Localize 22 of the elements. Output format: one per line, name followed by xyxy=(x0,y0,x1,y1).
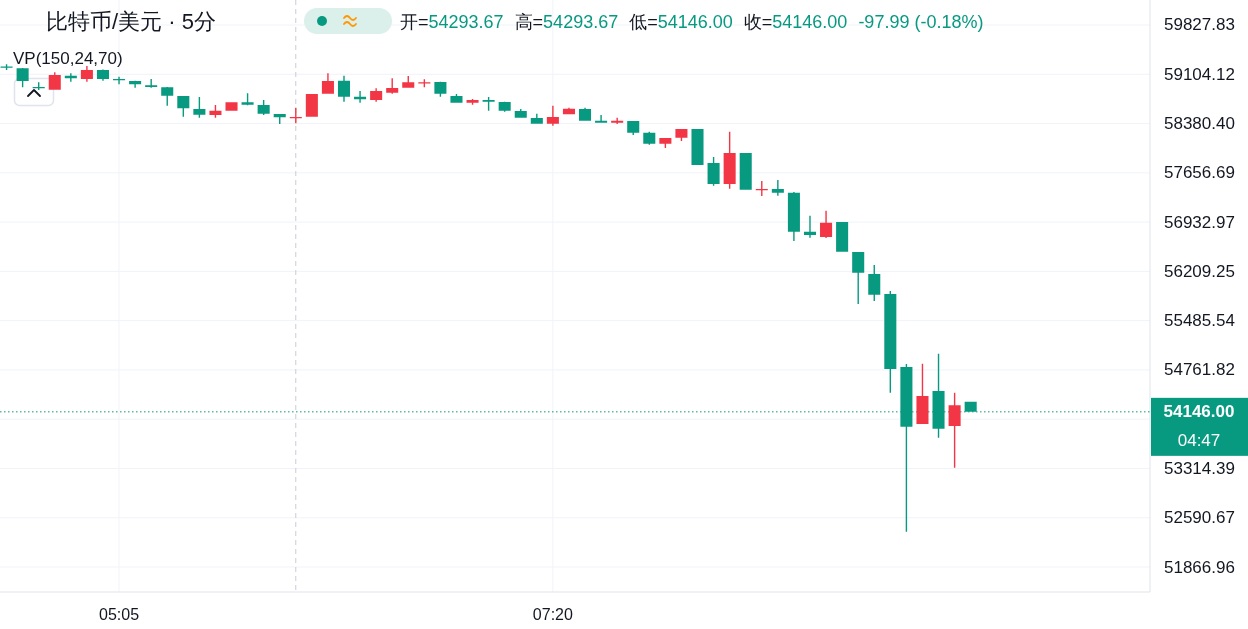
y-tick-label: 59104.12 xyxy=(1164,64,1235,84)
y-tick-label: 51866.96 xyxy=(1164,557,1235,577)
y-tick-label: 53314.39 xyxy=(1164,458,1235,478)
y-tick-label: 57656.69 xyxy=(1164,163,1235,183)
annotation: 开=54293.67 xyxy=(400,12,504,32)
annotation: -97.99 (-0.18%) xyxy=(858,12,984,32)
y-tick-label: 58380.40 xyxy=(1164,114,1235,134)
ref-line-label: 54146.00 xyxy=(1163,402,1235,422)
x-tick-label: 05:05 xyxy=(99,605,140,623)
annotation: VP(150,24,70) xyxy=(13,49,123,68)
annotation: 收=54146.00 xyxy=(743,12,848,32)
x-tick-label: 07:20 xyxy=(532,605,573,623)
text: 04:47 xyxy=(1177,431,1221,451)
annotation: 低=54146.00 xyxy=(629,12,733,32)
y-tick-label: 55485.54 xyxy=(1164,311,1235,331)
annotation: 高=54293.67 xyxy=(514,12,619,32)
y-tick-label: 59827.83 xyxy=(1164,15,1235,35)
y-tick-label: 56209.25 xyxy=(1164,261,1235,281)
y-tick-label: 52590.67 xyxy=(1164,508,1235,528)
chart-title: 比特币/美元 · 5分 xyxy=(46,9,216,34)
y-tick-label: 54761.82 xyxy=(1164,360,1235,380)
y-tick-label: 56932.97 xyxy=(1164,212,1235,232)
